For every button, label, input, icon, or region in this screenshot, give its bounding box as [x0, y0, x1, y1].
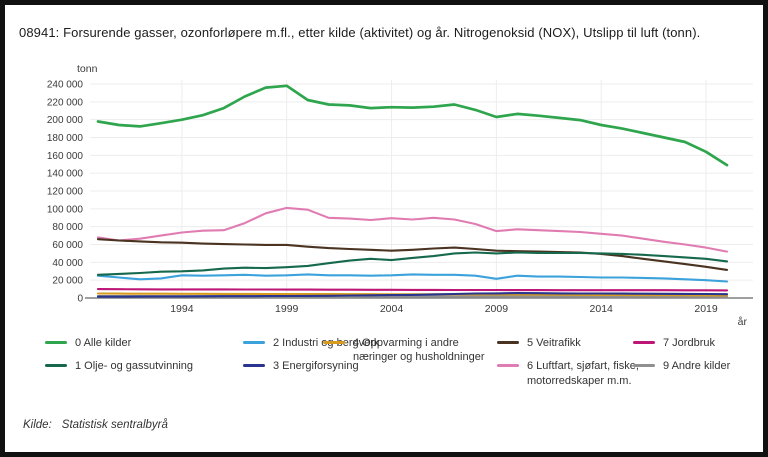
legend-label: 4 Oppvarming i andre næringer og hushold… [353, 337, 485, 364]
legend-swatch-icon [243, 364, 265, 368]
legend-swatch-icon [45, 341, 67, 344]
y-axis-unit-label: tonn [77, 63, 98, 75]
y-tick-label: 220 000 [47, 97, 84, 108]
x-tick-label: 1999 [275, 303, 299, 315]
legend-swatch-icon [633, 341, 655, 344]
legend-swatch-icon [633, 364, 655, 368]
y-tick-label: 200 000 [47, 115, 84, 126]
y-tick-label: 140 000 [47, 169, 84, 180]
y-tick-label: 0 [77, 294, 83, 305]
source-value: Statistisk sentralbyrå [61, 419, 168, 431]
legend-column: 4 Oppvarming i andre næringer og hushold… [323, 336, 495, 374]
x-tick-label: 2004 [380, 303, 404, 315]
series-line-6 [96, 206, 729, 253]
legend-swatch-icon [243, 341, 265, 344]
y-tick-label: 180 000 [47, 133, 84, 144]
legend-label: 7 Jordbruk [663, 337, 715, 349]
legend-label: 6 Luftfart, sjøfart, fiske, motorredskap… [527, 360, 639, 387]
x-tick-label: 2019 [694, 303, 718, 315]
y-tick-label: 60 000 [52, 240, 83, 251]
series-line-0 [96, 84, 729, 167]
y-tick-label: 20 000 [52, 276, 83, 287]
legend-item-1[interactable]: 1 Olje- og gassutvinning [45, 359, 230, 373]
x-tick-label: 2009 [485, 303, 509, 315]
line-chart-svg: 1994 1999 2004 2009 2014 2019 0 20 000 40 000 60 … [47, 63, 753, 328]
y-tick-label: 40 000 [52, 258, 83, 269]
x-tick-label: 2014 [590, 303, 614, 315]
legend-label: 1 Olje- og gassutvinning [75, 360, 194, 373]
legend-label: 3 Energiforsyning [273, 360, 359, 373]
series-line-3 [96, 292, 729, 298]
legend-item-0[interactable]: 0 Alle kilder [45, 336, 230, 350]
legend-item-4[interactable]: 4 Oppvarming i andre næringer og hushold… [323, 336, 495, 365]
legend-item-5[interactable]: 5 Veitrafikk [497, 336, 657, 350]
y-tick-label: 240 000 [47, 80, 84, 91]
chart-title: 08941: Forsurende gasser, ozonforløpere … [19, 25, 701, 40]
legend-item-7[interactable]: 7 Jordbruk [633, 336, 753, 350]
y-tick-label: 80 000 [52, 222, 83, 233]
legend-swatch-icon [497, 364, 519, 368]
y-tick-label: 120 000 [47, 187, 84, 198]
source-label: Kilde: [23, 419, 52, 431]
series-line-2 [96, 273, 729, 283]
plot-area: 1994 1999 2004 2009 2014 2019 0 20 000 40 000 60 … [5, 50, 763, 335]
legend-label: 5 Veitrafikk [527, 337, 581, 349]
y-tick-label: 100 000 [47, 204, 84, 215]
series-line-7 [96, 288, 729, 292]
legend-column: 0 Alle kilder 1 Olje- og gassutvinning [45, 336, 230, 383]
legend-swatch-icon [45, 364, 67, 368]
x-tick-label: 1994 [170, 303, 194, 315]
legend-label: 9 Andre kilder [663, 360, 731, 373]
legend-column: 5 Veitrafikk 6 Luftfart, sjøfart, fiske, … [497, 336, 657, 397]
legend-item-3[interactable]: 3 Energiforsyning [243, 359, 393, 373]
legend-item-6[interactable]: 6 Luftfart, sjøfart, fiske, motorredskap… [497, 359, 657, 388]
legend-swatch-icon [497, 341, 519, 344]
x-axis-unit-label: år [738, 316, 748, 328]
y-tick-label: 160 000 [47, 151, 84, 162]
chart-legend: 0 Alle kilder 1 Olje- og gassutvinning 2 I… [5, 336, 763, 411]
series-line-5 [96, 238, 729, 271]
legend-column: 7 Jordbruk 9 Andre kilder [633, 336, 753, 383]
legend-swatch-icon [323, 341, 345, 344]
source-note: Kilde: Statistisk sentralbyrå [23, 419, 168, 431]
legend-item-8[interactable]: 9 Andre kilder [633, 359, 753, 373]
series-line-1 [96, 251, 729, 276]
legend-label: 0 Alle kilder [75, 337, 132, 349]
